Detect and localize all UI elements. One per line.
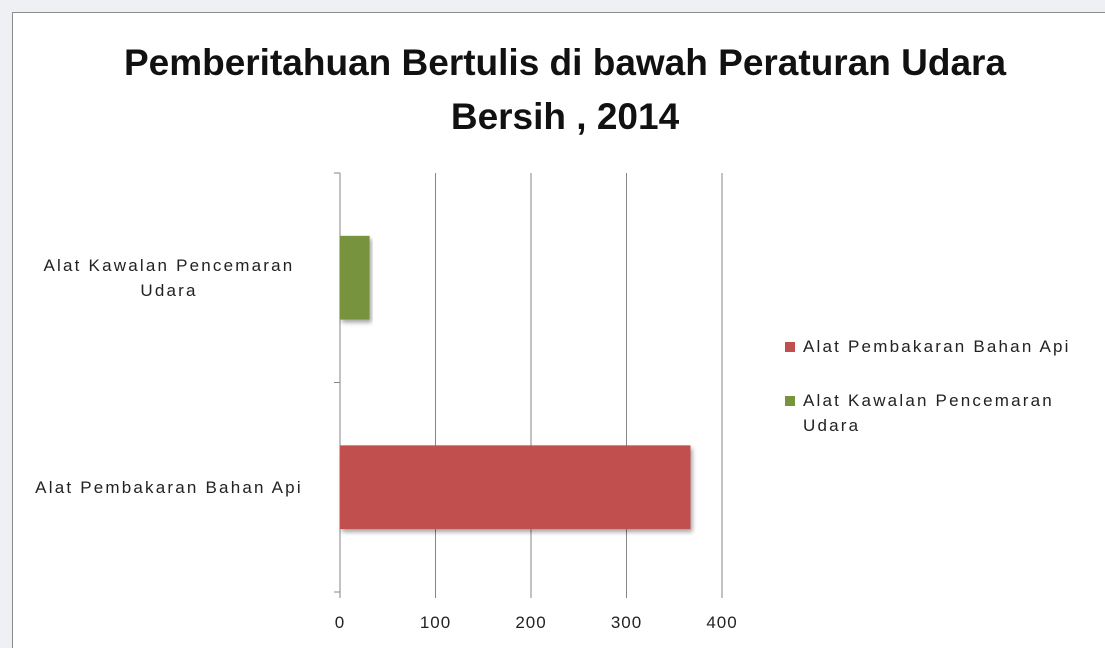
x-tick-label: 400: [706, 613, 737, 632]
x-tick-label: 0: [335, 613, 345, 632]
bar: [340, 235, 370, 320]
y-tick-label: Alat Kawalan Pencemaran Udara: [43, 255, 295, 300]
legend-label: Alat Pembakaran Bahan Api: [803, 337, 1071, 356]
x-tick-label: 300: [611, 613, 642, 632]
x-tick-label: 200: [515, 613, 546, 632]
chart-title: Pemberitahuan Bertulis di bawah Peratura…: [123, 42, 1007, 137]
chart-frame: [12, 12, 1105, 648]
y-tick-label: Alat Pembakaran Bahan Api: [35, 477, 303, 497]
bar: [340, 445, 691, 530]
legend-label: Alat Kawalan Pencemaran Udara: [803, 391, 1054, 435]
legend-swatch: [785, 342, 795, 352]
x-tick-label: 100: [420, 613, 451, 632]
legend-swatch: [785, 396, 795, 406]
